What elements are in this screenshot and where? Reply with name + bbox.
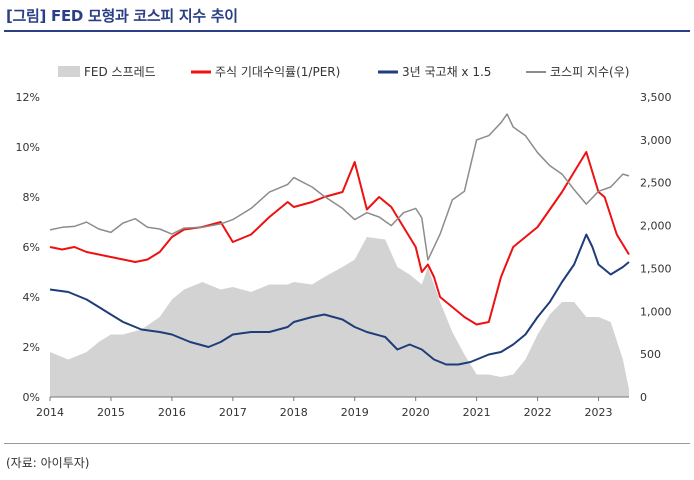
y-right-tick-label: 1,500	[640, 262, 672, 275]
x-tick-label: 2022	[524, 406, 552, 419]
y-right-tick-label: 3,000	[640, 134, 672, 147]
series-area-fed-spread	[50, 237, 629, 397]
x-tick-label: 2019	[341, 406, 369, 419]
y-left-tick-label: 2%	[23, 341, 40, 354]
y-left-tick-label: 4%	[23, 291, 40, 304]
source-note: (자료: 아이투자)	[6, 456, 90, 470]
legend-swatch-area	[58, 66, 80, 77]
x-tick-label: 2018	[280, 406, 308, 419]
page-title: [그림] FED 모형과 코스피 지수 추이	[6, 7, 238, 25]
series-line-3	[49, 113, 630, 261]
y-left-tick-label: 6%	[23, 241, 40, 254]
y-left-tick-label: 10%	[16, 141, 40, 154]
x-tick-label: 2015	[97, 406, 125, 419]
area-layer	[50, 237, 629, 397]
y-right-tick-label: 2,000	[640, 220, 672, 233]
x-tick-label: 2017	[219, 406, 247, 419]
y-right-tick-label: 1,000	[640, 305, 672, 318]
y-left-tick-label: 8%	[23, 191, 40, 204]
y-right-tick-label: 3,500	[640, 91, 672, 104]
y-left-tick-label: 12%	[16, 91, 40, 104]
series-line-1	[49, 151, 630, 326]
y-right-tick-label: 2,500	[640, 177, 672, 190]
title-rule	[4, 30, 690, 32]
legend: FED 스프레드 주식 기대수익률(1/PER) 3년 국고채 x 1.5 코스피 지…	[58, 65, 629, 79]
legend-entry-label: 3년 국고채 x 1.5	[402, 65, 491, 79]
x-tick-label: 2021	[463, 406, 491, 419]
x-tick-label: 2020	[402, 406, 430, 419]
source-rule	[4, 443, 690, 444]
axes: 0% 2% 4% 6% 8% 10% 12% 0 500 1,000 1,500 2,000 2,500…	[16, 91, 672, 419]
y-right-tick-label: 500	[640, 348, 661, 361]
series-line-2	[49, 233, 630, 366]
legend-entry-label: 주식 기대수익률(1/PER)	[215, 65, 340, 79]
x-tick-label: 2014	[36, 406, 64, 419]
y-left-tick-label: 0%	[23, 391, 40, 404]
legend-entry-label: 코스피 지수(우)	[550, 65, 629, 79]
x-tick-label: 2016	[158, 406, 186, 419]
legend-entry-label: FED 스프레드	[84, 65, 156, 79]
x-tick-label: 2023	[585, 406, 613, 419]
y-right-tick-label: 0	[640, 391, 647, 404]
line-layer	[49, 113, 630, 366]
